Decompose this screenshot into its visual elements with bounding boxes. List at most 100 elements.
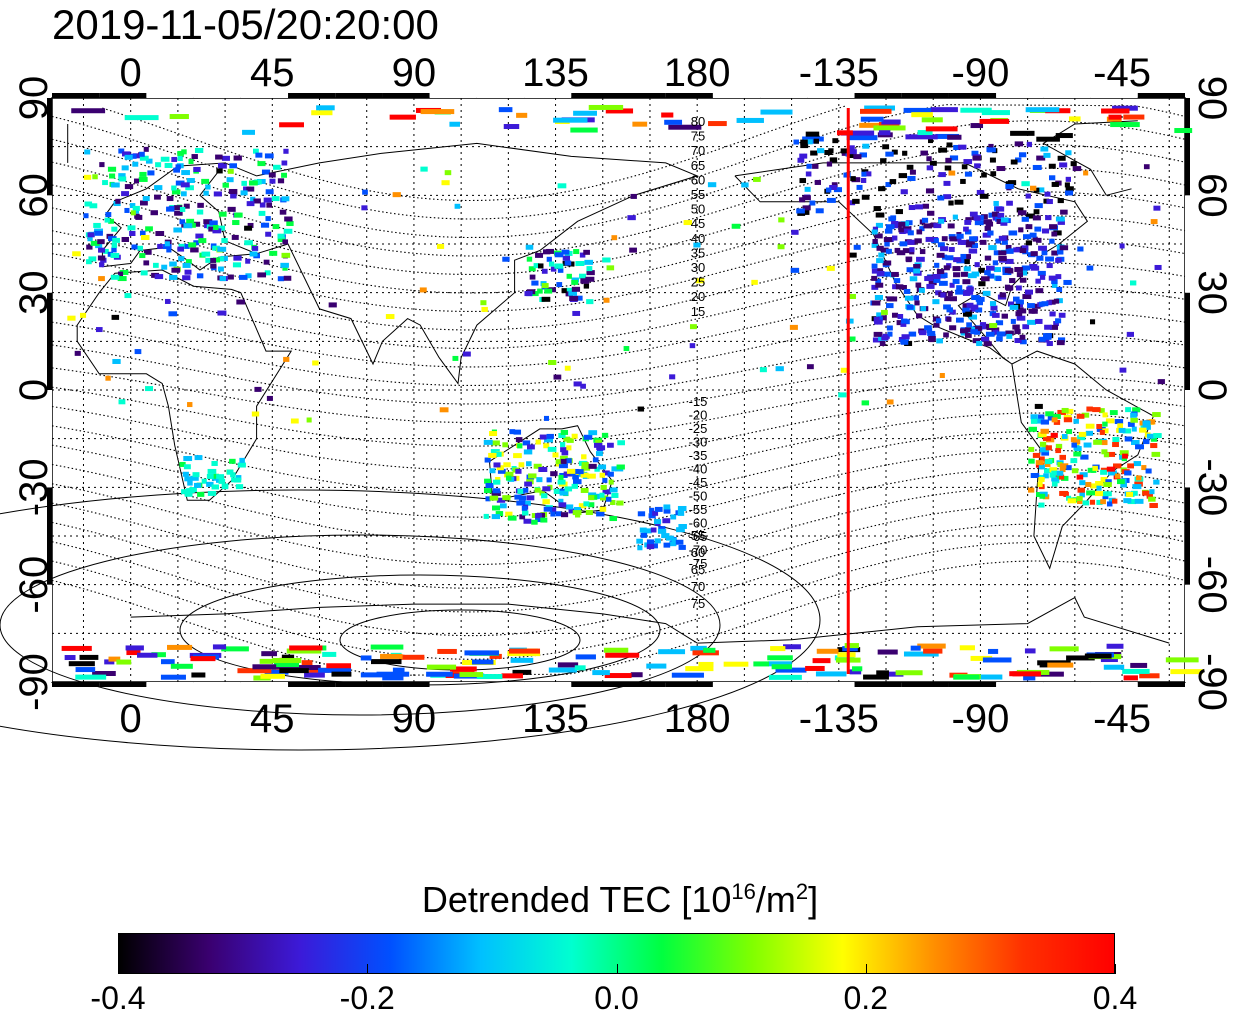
- tec-point: [232, 262, 242, 268]
- tec-point: [528, 266, 536, 272]
- tec-point: [1148, 496, 1156, 502]
- tec-point: [1059, 245, 1069, 251]
- tec-point: [213, 191, 222, 197]
- tec-point: [1073, 418, 1079, 424]
- tec-point: [273, 164, 281, 170]
- tec-point: [929, 160, 937, 166]
- tec-point: [900, 321, 907, 327]
- tec-point: [741, 182, 749, 188]
- tec-point: [895, 209, 903, 215]
- tec-point: [1095, 491, 1104, 497]
- tec-point: [671, 537, 677, 543]
- tec-point: [881, 119, 901, 125]
- tec-point: [501, 673, 523, 679]
- tec-point: [966, 286, 974, 292]
- tec-point: [217, 310, 227, 316]
- tec-point: [531, 280, 539, 286]
- contour-line: [51, 309, 1186, 387]
- tec-point: [1044, 462, 1051, 468]
- tec-point: [171, 189, 181, 195]
- tec-point: [886, 399, 894, 405]
- tec-point: [263, 197, 272, 203]
- tec-point: [1123, 114, 1145, 120]
- tec-point: [1102, 421, 1108, 427]
- tec-point: [221, 484, 229, 490]
- tec-point: [1057, 249, 1064, 255]
- border-bar-top: [665, 93, 713, 98]
- tec-point: [1006, 200, 1013, 206]
- tec-point: [1100, 476, 1108, 482]
- tec-point: [139, 253, 146, 259]
- tec-point: [1018, 152, 1027, 158]
- tec-point: [194, 482, 202, 488]
- tec-point: [652, 510, 659, 516]
- tec-point: [570, 127, 598, 133]
- border-bar-bottom: [760, 682, 808, 687]
- tec-point: [480, 300, 487, 306]
- tec-point: [965, 217, 972, 223]
- tec-point: [650, 527, 657, 533]
- tec-point: [592, 457, 599, 463]
- tec-point: [1043, 333, 1052, 339]
- tec-point: [531, 519, 538, 525]
- tec-point: [538, 263, 544, 269]
- tec-point: [207, 490, 217, 496]
- tec-point: [1112, 442, 1119, 448]
- lon-tick-label-bottom: 180: [664, 697, 731, 741]
- tec-point: [182, 243, 190, 249]
- tec-point: [1117, 423, 1124, 429]
- tec-point: [252, 664, 277, 670]
- tec-point: [1043, 152, 1051, 158]
- tec-point: [904, 295, 914, 301]
- tec-point: [1153, 205, 1161, 211]
- lat-tick-label-left: -60: [12, 556, 56, 614]
- tec-point: [1142, 439, 1150, 445]
- tec-point: [179, 219, 186, 225]
- tec-point: [124, 293, 132, 299]
- tec-point: [186, 218, 195, 224]
- tec-point: [1045, 445, 1052, 451]
- tec-point: [877, 649, 898, 655]
- tec-point: [512, 669, 532, 675]
- tec-point: [1039, 441, 1047, 447]
- tec-point: [75, 674, 107, 680]
- tec-point: [875, 212, 885, 218]
- tec-point: [420, 109, 455, 115]
- tec-point: [1092, 465, 1098, 471]
- tec-point: [878, 130, 891, 136]
- border-bar-right: [1185, 390, 1190, 488]
- tec-point: [183, 464, 191, 470]
- tec-point: [166, 196, 174, 202]
- tec-point: [550, 266, 557, 272]
- tec-point: [1014, 266, 1023, 272]
- tec-point: [927, 330, 936, 336]
- tec-point: [609, 516, 618, 522]
- tec-point: [609, 487, 618, 493]
- tec-point: [1119, 367, 1127, 373]
- tec-point: [1078, 431, 1087, 437]
- tec-point: [517, 443, 523, 449]
- tec-point: [1077, 435, 1086, 441]
- tec-point: [996, 166, 1006, 172]
- tec-point: [1089, 319, 1096, 325]
- tec-point: [799, 197, 806, 203]
- tec-point: [522, 510, 529, 516]
- tec-point: [261, 169, 271, 175]
- tec-point: [1153, 479, 1160, 485]
- tec-point: [370, 659, 402, 665]
- tec-point: [507, 651, 541, 657]
- tec-point: [154, 274, 164, 280]
- tec-point: [862, 143, 870, 149]
- contour-label: 55: [691, 528, 705, 543]
- tec-point: [258, 210, 266, 216]
- tec-point: [789, 324, 798, 330]
- tec-point: [132, 153, 141, 159]
- tec-point: [856, 184, 863, 190]
- tec-point: [815, 208, 824, 214]
- tec-point: [489, 495, 499, 501]
- tec-point: [599, 472, 606, 478]
- tec-point: [630, 672, 643, 678]
- tec-point: [1061, 407, 1069, 413]
- tec-point: [903, 228, 911, 234]
- tec-point: [240, 190, 248, 196]
